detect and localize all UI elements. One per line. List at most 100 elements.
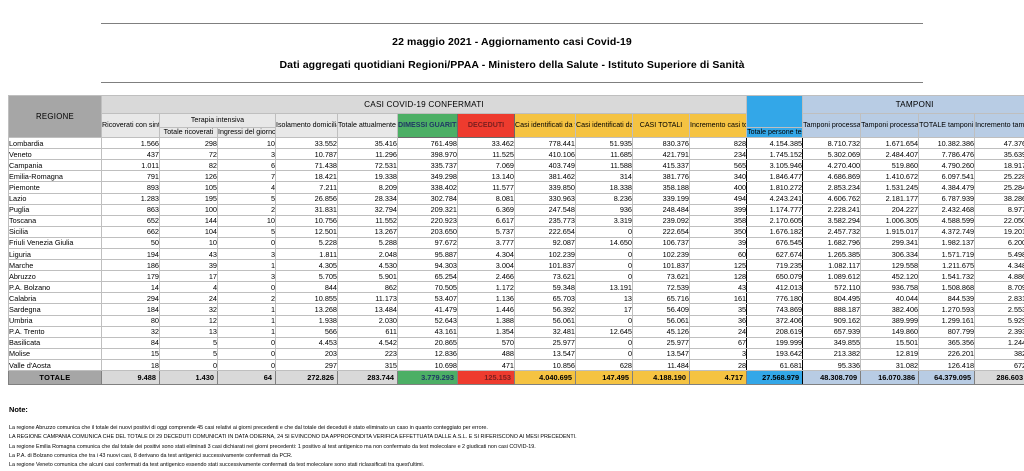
cell-value: 611 bbox=[337, 325, 398, 338]
cell-value: 2.181.177 bbox=[860, 192, 920, 205]
header-casi-test-molecolare: Casi identificati da test molecolare bbox=[514, 112, 576, 139]
region-name: Emilia-Romagna bbox=[8, 170, 102, 183]
cell-value: 25.977 bbox=[632, 336, 690, 349]
header-incremento-tamponi: Incremento tamponi totali (rispetto al g… bbox=[974, 112, 1024, 139]
cell-value: 1.011 bbox=[101, 159, 160, 172]
table-row: Liguria 194 43 3 1.811 2.048 95.887 4.304 102.23… bbox=[8, 248, 1024, 261]
cell-value: 4.453 bbox=[275, 336, 338, 349]
cell-value: 3.582.294 bbox=[802, 214, 862, 227]
cell-value: 298 bbox=[159, 137, 218, 150]
cell-value: 2.048 bbox=[337, 248, 398, 261]
cell-value: 4.886 bbox=[974, 270, 1024, 283]
cell-value: 676.545 bbox=[746, 236, 804, 250]
cell-value: 1.915.017 bbox=[860, 225, 920, 238]
cell-value: 2.484.407 bbox=[860, 148, 920, 161]
cell-value: 67 bbox=[688, 336, 748, 349]
cell-value: 0 bbox=[217, 236, 276, 250]
cell-value: 4.606.762 bbox=[802, 192, 862, 205]
cell-value: 65.703 bbox=[514, 292, 576, 305]
region-name: Puglia bbox=[8, 203, 102, 216]
cell-value: 53.407 bbox=[397, 292, 458, 305]
cell-value: 235.773 bbox=[514, 214, 576, 227]
cell-value: 220.923 bbox=[397, 214, 458, 227]
cell-value: 471 bbox=[457, 358, 515, 372]
header-totale-attualmente-positivi: Totale attualmente positivi bbox=[337, 112, 398, 139]
cell-value: 35.639 bbox=[974, 148, 1024, 161]
cell-value: 100 bbox=[159, 203, 218, 216]
cell-value: 13 bbox=[159, 325, 218, 338]
cell-value: 222.654 bbox=[514, 225, 576, 238]
cell-value: 5.737 bbox=[457, 225, 515, 238]
cell-value: 1.682.796 bbox=[802, 236, 862, 250]
table-row: Umbria 80 12 1 1.938 2.030 52.643 1.388 56.061 0 5… bbox=[8, 314, 1024, 327]
cell-value: 0 bbox=[575, 336, 633, 349]
region-name: Veneto bbox=[8, 148, 102, 161]
cell-value: 339.850 bbox=[514, 181, 576, 194]
cell-value: 4.304 bbox=[457, 248, 515, 261]
cell-value: 126 bbox=[159, 170, 218, 183]
cell-value: 31.082 bbox=[860, 358, 920, 372]
total-attualmente-positivi: 283.744 bbox=[337, 370, 398, 385]
cell-value: 381.776 bbox=[632, 170, 690, 183]
cell-value: 3.105.946 bbox=[746, 159, 804, 172]
table-row: Sardegna 184 32 1 13.268 13.484 41.479 1.446 56.… bbox=[8, 303, 1024, 316]
cell-value: 32.794 bbox=[337, 203, 398, 216]
cell-value: 33.552 bbox=[275, 137, 338, 150]
cell-value: 101.837 bbox=[632, 259, 690, 272]
table-row: Friuli Venezia Giulia 50 10 0 5.228 5.288 97.6… bbox=[8, 236, 1024, 250]
cell-value: 314 bbox=[575, 170, 633, 183]
cell-value: 415.337 bbox=[632, 159, 690, 172]
cell-value: 24 bbox=[159, 292, 218, 305]
notes-title: Note: bbox=[9, 405, 28, 414]
cell-value: 11.484 bbox=[632, 358, 690, 372]
cell-value: 105 bbox=[159, 181, 218, 194]
cell-value: 8.209 bbox=[337, 181, 398, 194]
cell-value: 863 bbox=[101, 203, 160, 216]
total-tamponi-effettuati: 64.379.095 bbox=[918, 370, 976, 385]
table-row: Sicilia 662 104 5 12.501 13.267 203.650 5.737 22… bbox=[8, 225, 1024, 238]
cell-value: 179 bbox=[101, 270, 160, 283]
total-casi-antigenico: 147.495 bbox=[575, 370, 633, 385]
cell-value: 1 bbox=[217, 314, 276, 327]
cell-value: 488 bbox=[457, 347, 515, 360]
cell-value: 5 bbox=[159, 336, 218, 349]
cell-value: 84 bbox=[101, 336, 160, 349]
cell-value: 15 bbox=[101, 347, 160, 360]
cell-value: 11.588 bbox=[575, 159, 633, 172]
table-footer: TOTALE 9.488 1.430 64 272.826 283.744 3.… bbox=[8, 370, 1024, 385]
cell-value: 17 bbox=[159, 270, 218, 283]
cell-value: 888.187 bbox=[802, 303, 862, 316]
region-name: Marche bbox=[8, 259, 102, 272]
cell-value: 3 bbox=[217, 148, 276, 161]
cell-value: 4.154.385 bbox=[746, 137, 804, 150]
cell-value: 2.553 bbox=[974, 303, 1024, 316]
cell-value: 35.416 bbox=[337, 137, 398, 150]
cell-value: 41.479 bbox=[397, 303, 458, 316]
cell-value: 95.336 bbox=[802, 358, 862, 372]
cell-value: 1.676.182 bbox=[746, 225, 804, 238]
cell-value: 0 bbox=[575, 259, 633, 272]
cell-value: 5 bbox=[217, 225, 276, 238]
cell-value: 381.462 bbox=[514, 170, 576, 183]
cell-value: 398.970 bbox=[397, 148, 458, 161]
cell-value: 80 bbox=[101, 314, 160, 327]
band-totale-persone-testate bbox=[746, 95, 804, 128]
cell-value: 24 bbox=[688, 325, 748, 338]
cell-value: 335.737 bbox=[397, 159, 458, 172]
cell-value: 778.441 bbox=[514, 137, 576, 150]
cell-value: 92.087 bbox=[514, 236, 576, 250]
cell-value: 2.432.468 bbox=[918, 203, 976, 216]
cell-value: 11.577 bbox=[457, 181, 515, 194]
cell-value: 776.180 bbox=[746, 292, 804, 305]
cell-value: 2.393 bbox=[974, 325, 1024, 338]
cell-value: 0 bbox=[217, 281, 276, 294]
cell-value: 389.999 bbox=[860, 314, 920, 327]
cell-value: 22.050 bbox=[974, 214, 1024, 227]
cell-value: 3.777 bbox=[457, 236, 515, 250]
cell-value: 1 bbox=[217, 259, 276, 272]
cell-value: 70.505 bbox=[397, 281, 458, 294]
cell-value: 1.172 bbox=[457, 281, 515, 294]
cell-value: 6.200 bbox=[974, 236, 1024, 250]
cell-value: 32.481 bbox=[514, 325, 576, 338]
cell-value: 18.421 bbox=[275, 170, 338, 183]
